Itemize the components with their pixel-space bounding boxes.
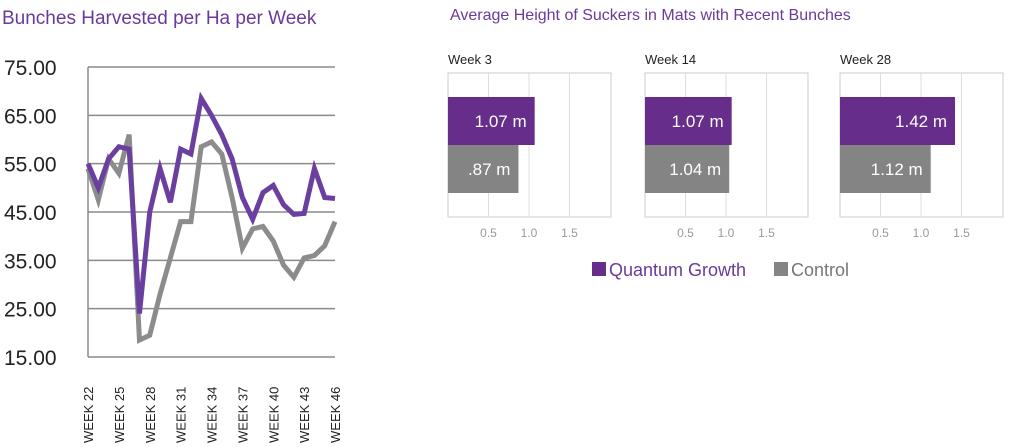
x-tick-label: 1.0 — [718, 226, 735, 240]
bar-label: 1.07 m — [672, 112, 724, 131]
bar-chart-title: Average Height of Suckers in Mats with R… — [450, 7, 851, 24]
panel-title: Week 14 — [645, 52, 696, 67]
bar-panel: Week 14 0.5 1.0 1.5 1.07 m 1.04 m — [644, 52, 809, 240]
bar-control — [840, 145, 931, 193]
x-tick-label: 0.5 — [480, 226, 497, 240]
y-tick-label: 75.00 — [4, 57, 57, 80]
y-tick-label: 55.00 — [4, 154, 57, 177]
bar-quantum-growth — [840, 97, 956, 145]
bar-label: .87 m — [468, 160, 511, 179]
legend-label: Control — [791, 260, 849, 280]
y-tick-label: 15.00 — [4, 347, 57, 370]
x-tick-label: WEEK 31 — [174, 387, 189, 443]
y-tick-label: 25.00 — [4, 299, 57, 322]
line-chart: 75.00 65.00 55.00 45.00 35.00 25.00 15.00 WEEK … — [4, 57, 343, 443]
x-tick-label: WEEK 46 — [328, 387, 343, 443]
series-line-control — [85, 134, 338, 344]
bar-panel: Week 28 0.5 1.0 1.5 1.42 m 1.12 m — [839, 52, 1004, 240]
x-tick-label: 1.5 — [953, 226, 970, 240]
bar-label: 1.04 m — [669, 160, 721, 179]
bar-label: 1.42 m — [895, 112, 947, 131]
x-tick-label: WEEK 34 — [205, 387, 220, 443]
y-tick-label: 45.00 — [4, 202, 57, 225]
bar-label: 1.07 m — [475, 112, 527, 131]
x-tick-label: WEEK 28 — [143, 387, 158, 443]
bar-control — [645, 145, 730, 193]
x-tick-label: WEEK 40 — [266, 387, 281, 443]
x-tick-label: 1.0 — [521, 226, 538, 240]
panel-title: Week 3 — [448, 52, 492, 67]
series-line-quantum-growth — [85, 91, 336, 314]
x-tick-label: WEEK 25 — [112, 387, 127, 443]
x-tick-label: 0.5 — [872, 226, 889, 240]
panel-title: Week 28 — [840, 52, 891, 67]
legend-swatch — [774, 262, 788, 276]
bar-panel: Week 3 0.5 1.0 1.5 1.07 m .87 m — [447, 52, 612, 240]
legend-swatch — [592, 262, 606, 276]
x-tick-label: WEEK 22 — [81, 387, 96, 443]
bar-control — [448, 145, 519, 193]
x-tick-label: 1.5 — [758, 226, 775, 240]
x-tick-label: WEEK 37 — [235, 387, 250, 443]
x-tick-label: 0.5 — [677, 226, 694, 240]
y-tick-label: 65.00 — [4, 105, 57, 128]
y-tick-label: 35.00 — [4, 250, 57, 273]
bar-quantum-growth — [645, 97, 732, 145]
line-chart-title: Bunches Harvested per Ha per Week — [2, 8, 317, 29]
legend: Quantum Growth Control — [592, 260, 849, 280]
legend-label: Quantum Growth — [609, 260, 746, 280]
x-tick-label: 1.0 — [913, 226, 930, 240]
x-tick-label: WEEK 43 — [297, 387, 312, 443]
bar-quantum-growth — [448, 97, 535, 145]
x-tick-label: 1.5 — [561, 226, 578, 240]
bar-chart: Week 3 0.5 1.0 1.5 1.07 m .87 m Week 14 0.5 1.0 1… — [447, 52, 1004, 280]
bar-label: 1.12 m — [871, 160, 923, 179]
